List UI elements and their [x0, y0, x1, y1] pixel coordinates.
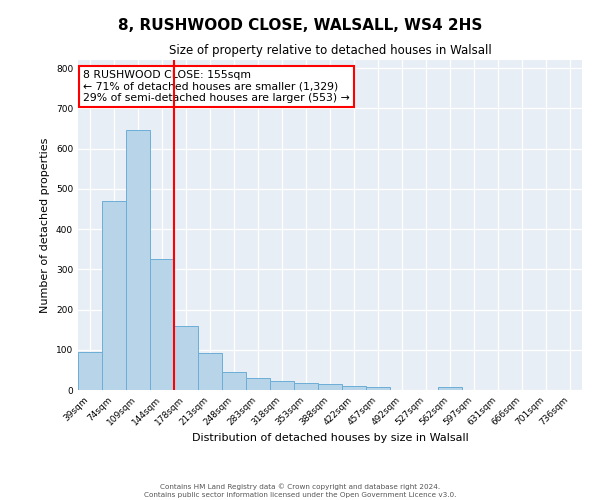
Bar — [246, 378, 270, 390]
Bar — [366, 387, 390, 390]
Bar — [78, 352, 102, 390]
Bar — [198, 352, 222, 390]
Bar — [270, 381, 294, 390]
Bar — [102, 201, 126, 390]
Y-axis label: Number of detached properties: Number of detached properties — [40, 138, 50, 312]
Bar — [174, 326, 198, 390]
Text: Contains HM Land Registry data © Crown copyright and database right 2024.
Contai: Contains HM Land Registry data © Crown c… — [144, 484, 456, 498]
Bar — [342, 386, 366, 390]
Title: Size of property relative to detached houses in Walsall: Size of property relative to detached ho… — [169, 44, 491, 58]
Text: 8, RUSHWOOD CLOSE, WALSALL, WS4 2HS: 8, RUSHWOOD CLOSE, WALSALL, WS4 2HS — [118, 18, 482, 32]
Text: 8 RUSHWOOD CLOSE: 155sqm
← 71% of detached houses are smaller (1,329)
29% of sem: 8 RUSHWOOD CLOSE: 155sqm ← 71% of detach… — [83, 70, 350, 103]
Bar — [438, 387, 462, 390]
Bar — [222, 372, 246, 390]
X-axis label: Distribution of detached houses by size in Walsall: Distribution of detached houses by size … — [191, 432, 469, 442]
Bar — [150, 259, 174, 390]
Bar — [294, 383, 318, 390]
Bar — [126, 130, 150, 390]
Bar — [318, 384, 342, 390]
